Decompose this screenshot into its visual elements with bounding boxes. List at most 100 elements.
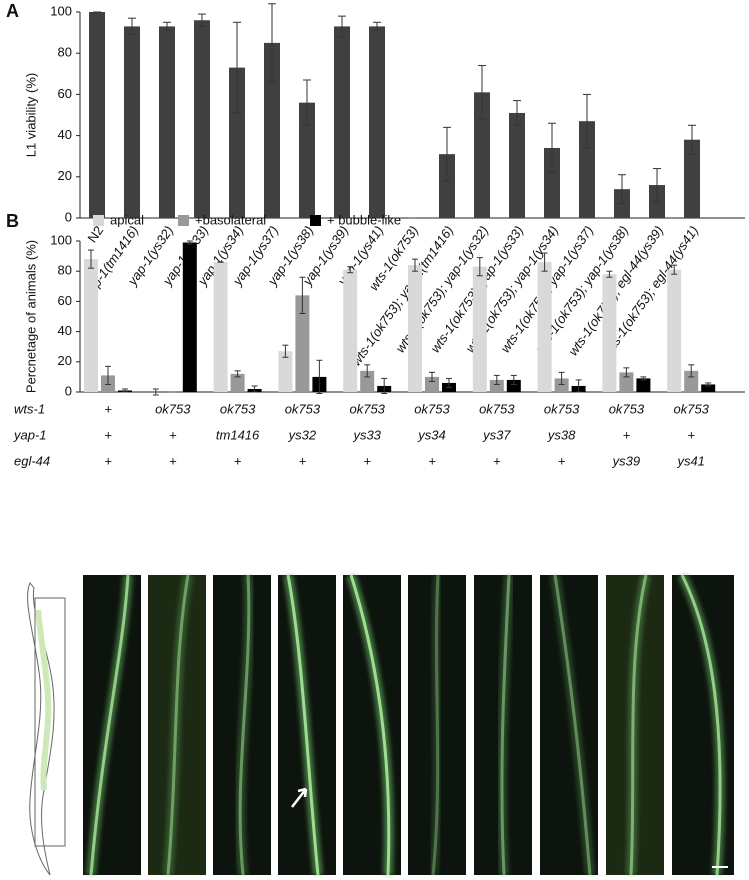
bar [489, 379, 504, 392]
bar [554, 378, 569, 392]
bar [295, 295, 310, 392]
error-bar [476, 257, 483, 277]
bar [537, 262, 552, 392]
bar [408, 265, 422, 392]
bar [213, 262, 228, 392]
y-tick-label: 40 [58, 323, 72, 338]
error-bar [618, 174, 626, 205]
y-tick-label: 0 [65, 383, 72, 398]
genotype-allele: + [299, 453, 307, 468]
genotype-allele: + [428, 453, 436, 468]
bar [182, 242, 197, 392]
genotype-allele: ok753 [544, 401, 580, 416]
image-strip [27, 572, 734, 876]
error-bar [548, 122, 556, 174]
genotype-allele: + [363, 453, 371, 468]
bar [278, 351, 293, 392]
y-tick-label: 80 [58, 45, 72, 60]
error-bar [268, 3, 276, 83]
genotype-gene: wts-1 [14, 401, 45, 416]
micrograph-line [553, 574, 592, 876]
bar [602, 274, 617, 392]
error-bar [688, 124, 696, 155]
y-tick-label: 60 [58, 86, 72, 101]
error-bar [510, 374, 517, 385]
genotype-allele: ok753 [155, 401, 191, 416]
error-bar [493, 374, 500, 385]
bar [506, 379, 521, 392]
error-bar [446, 377, 452, 388]
bar [509, 112, 525, 218]
bar [701, 384, 716, 392]
genotype-allele: + [234, 453, 242, 468]
genotype-allele: ok753 [414, 401, 450, 416]
genotype-allele: ys34 [417, 427, 445, 442]
genotype-allele: ys41 [676, 453, 704, 468]
error-bar [541, 252, 548, 272]
error-bar [338, 15, 346, 38]
bar [636, 378, 651, 392]
genotype-allele: ys38 [547, 427, 576, 442]
error-bar [299, 276, 306, 314]
y-tick-label: 0 [65, 209, 72, 224]
genotype-allele: ys33 [352, 427, 381, 442]
legend-swatch [310, 215, 321, 226]
legend-swatch [93, 215, 104, 226]
micrograph [474, 574, 532, 876]
error-bar [606, 270, 613, 278]
bar [159, 26, 175, 219]
genotype-allele: ok753 [285, 401, 321, 416]
bar [229, 67, 245, 219]
error-bar [364, 364, 371, 378]
bar [474, 92, 490, 218]
genotype-allele: ys32 [288, 427, 317, 442]
legend-swatch [178, 215, 189, 226]
error-bar [513, 100, 521, 126]
genotype-allele: ok753 [349, 401, 385, 416]
arrow [291, 787, 308, 808]
micrograph [343, 573, 401, 876]
genotype-gene: yap-1 [13, 427, 47, 442]
error-bar [688, 364, 695, 378]
y-tick-label: 40 [58, 127, 72, 142]
genotype-allele: ok753 [609, 401, 645, 416]
genotype-allele: + [104, 427, 112, 442]
micrograph [540, 574, 598, 876]
error-bar [429, 371, 435, 382]
bar [124, 26, 140, 219]
y-tick-label: 60 [58, 293, 72, 308]
micrograph [606, 573, 664, 876]
bar [89, 12, 105, 218]
micrograph-glow [550, 574, 595, 876]
error-bar [623, 367, 630, 378]
micrograph [278, 574, 336, 876]
error-bar [186, 240, 193, 245]
error-bar [653, 168, 661, 203]
error-bar [282, 344, 289, 358]
bar [194, 20, 210, 218]
genotype-allele: ys37 [482, 427, 511, 442]
bar [684, 139, 700, 218]
genotype-allele: + [169, 427, 177, 442]
micrograph-glow [428, 574, 443, 876]
bar [369, 26, 385, 219]
bar [334, 26, 350, 219]
bar [439, 154, 455, 218]
legend-label: apical [110, 212, 144, 227]
bar [299, 102, 315, 218]
error-bar [575, 379, 582, 393]
error-bar [558, 371, 565, 385]
error-bar [583, 93, 591, 149]
bar [84, 259, 98, 392]
bar [230, 373, 245, 392]
genotype-allele: + [169, 453, 177, 468]
bar [264, 42, 280, 219]
micrograph [83, 574, 141, 876]
y-axis-label: Percnetage of animals (%) [23, 240, 38, 393]
error-bar [88, 249, 94, 269]
error-bar [198, 13, 206, 27]
y-tick-label: 80 [58, 263, 72, 278]
micrograph-line [89, 574, 130, 876]
bar [667, 269, 682, 392]
